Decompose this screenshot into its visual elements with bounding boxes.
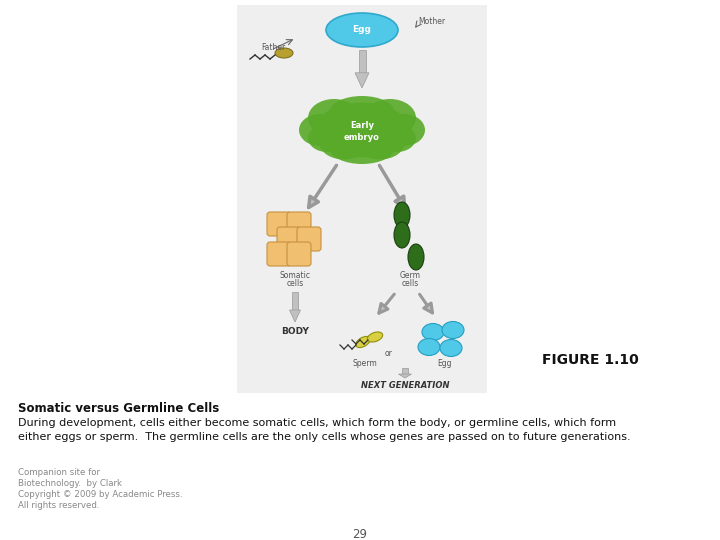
Ellipse shape bbox=[330, 132, 395, 164]
Ellipse shape bbox=[308, 99, 360, 137]
Text: Somatic versus Germline Cells: Somatic versus Germline Cells bbox=[18, 402, 220, 415]
Ellipse shape bbox=[356, 336, 370, 348]
FancyBboxPatch shape bbox=[297, 227, 321, 251]
Ellipse shape bbox=[330, 96, 395, 128]
Ellipse shape bbox=[308, 124, 346, 152]
Ellipse shape bbox=[319, 125, 369, 159]
Ellipse shape bbox=[408, 244, 424, 270]
Text: Father: Father bbox=[261, 44, 285, 52]
Ellipse shape bbox=[315, 103, 410, 158]
Text: cells: cells bbox=[401, 280, 418, 288]
Ellipse shape bbox=[275, 48, 293, 58]
Text: Biotechnology.  by Clark: Biotechnology. by Clark bbox=[18, 479, 122, 488]
Polygon shape bbox=[355, 73, 369, 88]
Text: Early: Early bbox=[350, 120, 374, 130]
Ellipse shape bbox=[394, 202, 410, 228]
Text: embryo: embryo bbox=[344, 132, 380, 141]
Ellipse shape bbox=[442, 321, 464, 339]
FancyBboxPatch shape bbox=[277, 227, 301, 251]
Text: Sperm: Sperm bbox=[353, 360, 377, 368]
Text: Egg: Egg bbox=[353, 25, 372, 35]
Polygon shape bbox=[289, 310, 300, 322]
FancyBboxPatch shape bbox=[267, 212, 291, 236]
Text: or: or bbox=[385, 349, 393, 359]
Text: Germ: Germ bbox=[400, 271, 420, 280]
Ellipse shape bbox=[418, 339, 440, 355]
FancyBboxPatch shape bbox=[287, 242, 311, 266]
Text: Copyright © 2009 by Academic Press.: Copyright © 2009 by Academic Press. bbox=[18, 490, 182, 499]
Ellipse shape bbox=[422, 323, 444, 341]
Polygon shape bbox=[398, 374, 412, 378]
Text: During development, cells either become somatic cells, which form the body, or g: During development, cells either become … bbox=[18, 418, 616, 428]
Ellipse shape bbox=[383, 114, 425, 146]
Ellipse shape bbox=[394, 222, 410, 248]
Ellipse shape bbox=[378, 124, 416, 152]
Text: BODY: BODY bbox=[281, 327, 309, 336]
Ellipse shape bbox=[299, 114, 341, 146]
FancyBboxPatch shape bbox=[402, 368, 408, 374]
Ellipse shape bbox=[440, 340, 462, 356]
Ellipse shape bbox=[367, 332, 382, 342]
Text: NEXT GENERATION: NEXT GENERATION bbox=[361, 381, 449, 389]
FancyBboxPatch shape bbox=[359, 50, 366, 73]
Text: FIGURE 1.10: FIGURE 1.10 bbox=[541, 353, 639, 367]
Text: cells: cells bbox=[287, 280, 304, 288]
Ellipse shape bbox=[355, 125, 405, 159]
FancyBboxPatch shape bbox=[237, 5, 487, 393]
Text: either eggs or sperm.  The germline cells are the only cells whose genes are pas: either eggs or sperm. The germline cells… bbox=[18, 432, 631, 442]
Text: Companion site for: Companion site for bbox=[18, 468, 100, 477]
Text: Egg: Egg bbox=[438, 360, 452, 368]
Text: Mother: Mother bbox=[418, 17, 445, 26]
FancyBboxPatch shape bbox=[292, 292, 298, 310]
Ellipse shape bbox=[364, 99, 416, 137]
Ellipse shape bbox=[326, 13, 398, 47]
FancyBboxPatch shape bbox=[267, 242, 291, 266]
Text: Somatic: Somatic bbox=[279, 271, 310, 280]
Text: All rights reserved.: All rights reserved. bbox=[18, 501, 99, 510]
Text: 29: 29 bbox=[353, 528, 367, 540]
FancyBboxPatch shape bbox=[287, 212, 311, 236]
